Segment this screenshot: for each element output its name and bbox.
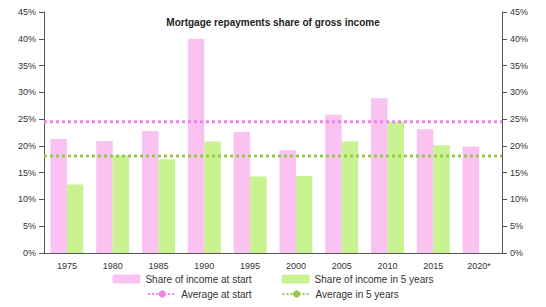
svg-text:2015: 2015 bbox=[423, 261, 443, 271]
svg-text:2020*: 2020* bbox=[467, 261, 491, 271]
svg-text:10%: 10% bbox=[18, 194, 36, 204]
svg-text:2000: 2000 bbox=[286, 261, 306, 271]
svg-text:1975: 1975 bbox=[57, 261, 77, 271]
svg-text:2010: 2010 bbox=[377, 261, 397, 271]
svg-text:Share of income at start: Share of income at start bbox=[145, 274, 251, 285]
svg-text:25%: 25% bbox=[510, 114, 528, 124]
svg-text:30%: 30% bbox=[510, 87, 528, 97]
svg-text:1980: 1980 bbox=[103, 261, 123, 271]
svg-text:Average at start: Average at start bbox=[181, 289, 252, 300]
svg-text:2005: 2005 bbox=[332, 261, 352, 271]
svg-text:35%: 35% bbox=[18, 61, 36, 71]
svg-text:1990: 1990 bbox=[194, 261, 214, 271]
svg-text:10%: 10% bbox=[510, 194, 528, 204]
svg-text:Share of income in 5 years: Share of income in 5 years bbox=[315, 274, 434, 285]
svg-text:5%: 5% bbox=[23, 221, 36, 231]
svg-text:1995: 1995 bbox=[240, 261, 260, 271]
svg-text:20%: 20% bbox=[18, 141, 36, 151]
svg-text:20%: 20% bbox=[510, 141, 528, 151]
svg-text:25%: 25% bbox=[18, 114, 36, 124]
svg-text:45%: 45% bbox=[18, 7, 36, 17]
svg-text:Mortgage repayments share of g: Mortgage repayments share of gross incom… bbox=[166, 17, 380, 28]
svg-text:30%: 30% bbox=[18, 87, 36, 97]
svg-text:40%: 40% bbox=[18, 34, 36, 44]
svg-text:15%: 15% bbox=[510, 168, 528, 178]
svg-text:35%: 35% bbox=[510, 61, 528, 71]
svg-text:45%: 45% bbox=[510, 7, 528, 17]
svg-text:1985: 1985 bbox=[148, 261, 168, 271]
svg-text:5%: 5% bbox=[510, 221, 523, 231]
svg-text:0%: 0% bbox=[23, 248, 36, 258]
svg-text:40%: 40% bbox=[510, 34, 528, 44]
svg-text:15%: 15% bbox=[18, 168, 36, 178]
svg-text:Average in 5 years: Average in 5 years bbox=[316, 289, 399, 300]
svg-text:0%: 0% bbox=[510, 248, 523, 258]
